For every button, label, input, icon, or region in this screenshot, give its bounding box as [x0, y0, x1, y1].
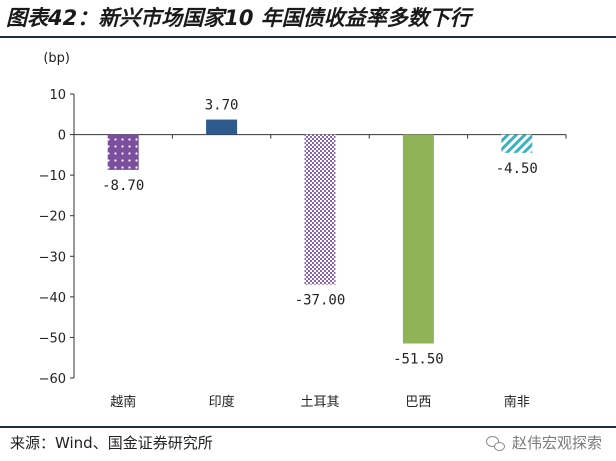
- watermark-text: 赵伟宏观探索: [511, 434, 602, 452]
- footer-divider: [0, 426, 616, 428]
- bar-5: [501, 134, 533, 153]
- y-tick-label: −30: [39, 250, 66, 265]
- chart-title: 图表42：新兴市场国家10 年国债收益率多数下行: [6, 6, 471, 30]
- category-label: 越南: [110, 394, 136, 410]
- value-label: 3.70: [205, 98, 239, 114]
- wechat-icon: [485, 435, 506, 451]
- value-label: -4.50: [496, 161, 538, 177]
- y-unit-label: (bp): [43, 51, 70, 66]
- value-label: -37.00: [295, 293, 346, 309]
- axes: 10 0 −10 −20 −30 −40 −50 −60: [39, 88, 567, 387]
- value-label: -8.70: [102, 178, 144, 194]
- watermark: 赵伟宏观探索: [485, 431, 602, 455]
- category-label: 印度: [209, 394, 235, 410]
- value-labels: -8.70 3.70 -37.00 -51.50 -4.50: [102, 98, 538, 368]
- bar-2: [206, 119, 238, 135]
- category-labels: 越南 印度 土耳其 巴西 南非: [110, 394, 530, 410]
- y-tick-label: −20: [39, 210, 66, 225]
- bar-chart: (bp) 10 0 −10 −20 −30 −40 −50 −60 -8.70 3.70 -37.…: [39, 51, 567, 410]
- value-label: -51.50: [393, 352, 444, 368]
- bar-4: [402, 134, 434, 344]
- bars: [107, 119, 533, 344]
- bar-3: [304, 134, 336, 285]
- y-tick-label: 10: [49, 88, 66, 103]
- y-tick-label: −40: [39, 291, 66, 306]
- category-label: 土耳其: [300, 395, 339, 410]
- category-label: 巴西: [405, 395, 431, 410]
- y-tick-label: 0: [58, 129, 66, 144]
- y-tick-label: −10: [39, 169, 66, 184]
- y-tick-label: −60: [39, 372, 66, 387]
- title-divider: [0, 36, 616, 38]
- source-note: 来源：Wind、国金证券研究所: [10, 434, 213, 452]
- y-tick-label: −50: [39, 331, 66, 346]
- bar-1: [107, 134, 139, 170]
- category-label: 南非: [504, 394, 530, 410]
